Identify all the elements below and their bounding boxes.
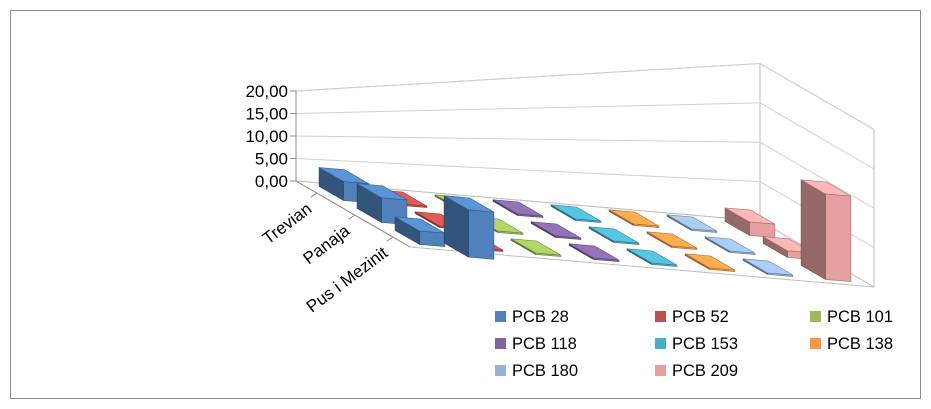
legend-swatch — [655, 338, 666, 349]
bar-front-face — [749, 221, 776, 238]
bar-front-face — [419, 230, 446, 247]
y-tick-label: 10,00 — [245, 127, 288, 146]
bar-pcb-153-2 — [626, 248, 678, 267]
legend-swatch — [495, 311, 506, 322]
gridline — [295, 135, 761, 143]
gridline — [759, 102, 875, 170]
bar-pcb-180-1 — [704, 236, 756, 255]
gridline — [295, 102, 761, 114]
bar-top-face — [568, 243, 620, 261]
legend-label: PCB 101 — [827, 308, 893, 326]
legend-item-pcb-138: PCB 138 — [810, 335, 893, 353]
bar-top-face — [666, 214, 718, 232]
legend-item-pcb-101: PCB 101 — [810, 308, 893, 326]
bar-pcb-118-2 — [568, 243, 620, 262]
legend-item-pcb-209: PCB 209 — [655, 362, 738, 380]
bar-pcb-118-0 — [492, 199, 544, 218]
legend-label: PCB 52 — [672, 308, 729, 326]
legend-swatch — [810, 311, 821, 322]
y-tick-label: 5,00 — [255, 150, 288, 169]
category-tick-mark — [348, 214, 356, 220]
category-tick-mark — [310, 192, 318, 198]
bar-top-face — [724, 207, 776, 225]
y-axis-ticks: 0,00 5,00 10,00 15,00 20,00 — [245, 82, 297, 191]
legend-label: PCB 209 — [672, 362, 738, 380]
category-axis-line — [295, 180, 411, 248]
legend-label: PCB 28 — [512, 308, 569, 326]
bar-pcb-138-2 — [684, 253, 736, 272]
legend: PCB 28 PCB 52 PCB 101 PCB 118 PCB 153 PCB 138… — [495, 308, 893, 380]
bar-top-face — [318, 167, 370, 184]
bar-pcb-101-2 — [510, 238, 562, 257]
y-tick-label: 0,00 — [255, 172, 288, 191]
legend-label: PCB 153 — [672, 335, 738, 353]
gridline — [295, 63, 761, 92]
bar-front-face — [468, 209, 495, 260]
bar-pcb-138-0 — [608, 209, 660, 228]
bar-top-face — [626, 248, 678, 266]
bar-pcb-138-1 — [646, 231, 698, 250]
y-tick-label: 15,00 — [245, 105, 288, 124]
legend-item-pcb-28: PCB 28 — [495, 308, 569, 326]
legend-label: PCB 138 — [827, 335, 893, 353]
gridline — [759, 141, 875, 209]
legend-swatch — [810, 338, 821, 349]
gridline — [759, 63, 875, 130]
bar-top-face — [530, 221, 582, 239]
gridline — [295, 158, 761, 183]
bar-pcb-153-0 — [550, 204, 602, 223]
legend-item-pcb-52: PCB 52 — [655, 308, 729, 326]
bar-pcb-209-2 — [800, 179, 852, 282]
legend-swatch — [655, 365, 666, 376]
bar-pcb-180-0 — [666, 214, 718, 233]
bar-top-face — [684, 253, 736, 271]
bar-pcb-209-0 — [724, 207, 776, 238]
bar-pcb-153-1 — [588, 226, 640, 245]
bars — [318, 166, 852, 282]
bar-top-face — [550, 204, 602, 222]
legend-swatch — [655, 311, 666, 322]
bar-front-face — [825, 193, 852, 282]
bar-top-face — [704, 236, 756, 254]
bar-top-face — [588, 226, 640, 244]
bar-top-face — [608, 209, 660, 227]
legend-item-pcb-153: PCB 153 — [655, 335, 738, 353]
legend-swatch — [495, 338, 506, 349]
legend-item-pcb-180: PCB 180 — [495, 362, 578, 380]
bar-pcb-118-1 — [530, 221, 582, 240]
legend-label: PCB 180 — [512, 362, 578, 380]
floor — [295, 180, 875, 288]
bar-pcb-180-2 — [742, 258, 794, 277]
bar-top-face — [742, 258, 794, 276]
legend-item-pcb-118: PCB 118 — [495, 335, 577, 353]
bar-top-face — [492, 199, 544, 217]
bar-top-face — [800, 179, 852, 197]
y-tick-label: 20,00 — [245, 82, 288, 101]
legend-swatch — [495, 365, 506, 376]
bar-top-face — [356, 183, 408, 201]
bar-side-face — [800, 179, 826, 280]
bar-top-face — [443, 195, 495, 213]
bar-top-face — [510, 238, 562, 256]
category-tick-mark — [386, 236, 394, 242]
bar-top-face — [646, 231, 698, 249]
bar-extra-front — [443, 195, 495, 260]
legend-label: PCB 118 — [512, 335, 577, 353]
bar-pcb-28-2 — [394, 216, 446, 247]
